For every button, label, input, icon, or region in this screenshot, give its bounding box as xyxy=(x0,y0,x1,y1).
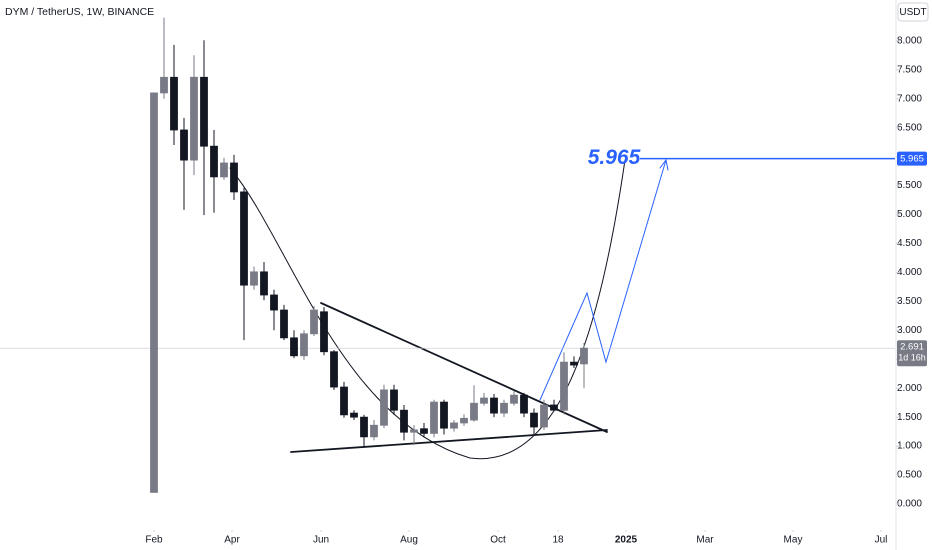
y-tick-label: 7.500 xyxy=(897,64,922,75)
candle-body xyxy=(250,271,258,286)
candle-body xyxy=(570,361,578,366)
x-tick-label: May xyxy=(784,535,803,546)
y-tick-label: 0.500 xyxy=(897,470,922,481)
candle-body xyxy=(380,389,388,426)
projection-arrow xyxy=(659,158,669,171)
candle-body xyxy=(320,311,328,353)
candle-body xyxy=(180,129,188,161)
projection-path xyxy=(539,159,667,401)
x-tick-label: Feb xyxy=(145,535,163,546)
y-tick-label: 8.000 xyxy=(897,35,922,46)
candle-body xyxy=(510,394,518,404)
candle-body xyxy=(280,309,288,339)
candle-body xyxy=(370,424,378,438)
candle-body xyxy=(420,428,428,434)
candle-body xyxy=(270,294,278,311)
candle-body xyxy=(340,386,348,416)
candle-body xyxy=(480,397,488,404)
unit-box xyxy=(897,2,929,22)
chart-title: DYM / TetherUS, 1W, BINANCE xyxy=(5,6,154,18)
y-tick-label: 7.000 xyxy=(897,93,922,104)
x-tick-label: Apr xyxy=(224,535,240,546)
candle-body xyxy=(230,162,238,193)
candle-body xyxy=(580,347,588,365)
x-tick-label: 18 xyxy=(552,535,564,546)
candle-body xyxy=(200,76,208,147)
candle-body xyxy=(490,397,498,414)
countdown-label: 1d 16h xyxy=(898,353,926,363)
candle-body xyxy=(540,404,548,428)
candle-body xyxy=(240,191,248,286)
trendline-upper xyxy=(320,302,608,433)
candle-body xyxy=(550,404,558,411)
x-tick-label: Mar xyxy=(696,535,714,546)
candle-body xyxy=(410,429,418,433)
x-tick-label: Oct xyxy=(490,535,506,546)
y-tick-label: 5.500 xyxy=(897,180,922,191)
candle-body xyxy=(390,389,398,411)
last-price-box xyxy=(897,340,927,367)
candle-body xyxy=(530,412,538,428)
y-tick-label: 1.000 xyxy=(897,441,922,452)
x-tick-label: Aug xyxy=(400,535,418,546)
candle-body xyxy=(430,401,438,434)
x-tick-label: Jul xyxy=(875,535,888,546)
candle-body xyxy=(500,402,508,414)
x-tick-label: 2025 xyxy=(615,535,638,546)
curve-path xyxy=(229,159,626,460)
x-tick-label: Jun xyxy=(313,535,329,546)
candle-body xyxy=(460,417,468,424)
unit-label: USDT xyxy=(899,7,926,18)
candle-body xyxy=(150,92,158,493)
candle-body xyxy=(160,76,168,94)
candle-body xyxy=(400,409,408,433)
y-tick-label: 6.500 xyxy=(897,122,922,133)
y-tick-label: 0.000 xyxy=(897,499,922,510)
candle-body xyxy=(310,309,318,335)
candle-body xyxy=(440,401,448,429)
candle-body xyxy=(260,271,268,296)
candle-body xyxy=(450,422,458,429)
y-tick-label: 3.500 xyxy=(897,296,922,307)
candle-body xyxy=(350,412,358,418)
candle-body xyxy=(560,361,568,411)
candles xyxy=(150,17,588,493)
y-tick-label: 4.000 xyxy=(897,267,922,278)
y-tick-label: 1.500 xyxy=(897,412,922,423)
candle-body xyxy=(470,402,478,421)
candle-body xyxy=(210,145,218,178)
candle-body xyxy=(330,351,338,388)
candle-body xyxy=(520,394,528,414)
trendline-lower xyxy=(290,429,608,453)
target-annotation: 5.965 xyxy=(588,146,641,169)
y-tick-label: 3.000 xyxy=(897,325,922,336)
candle-body xyxy=(290,337,298,357)
candle-body xyxy=(300,333,308,357)
y-tick-label: 5.000 xyxy=(897,209,922,220)
candle-body xyxy=(190,76,198,161)
candle-body xyxy=(220,162,228,178)
target-price-box xyxy=(897,151,927,166)
y-tick-label: 4.500 xyxy=(897,238,922,249)
drawings xyxy=(229,158,669,460)
target-price-label: 5.965 xyxy=(900,154,924,165)
last-price-label: 2.691 xyxy=(900,342,924,353)
candle-body xyxy=(170,76,178,131)
candle-body xyxy=(360,416,368,438)
y-tick-label: 2.000 xyxy=(897,383,922,394)
